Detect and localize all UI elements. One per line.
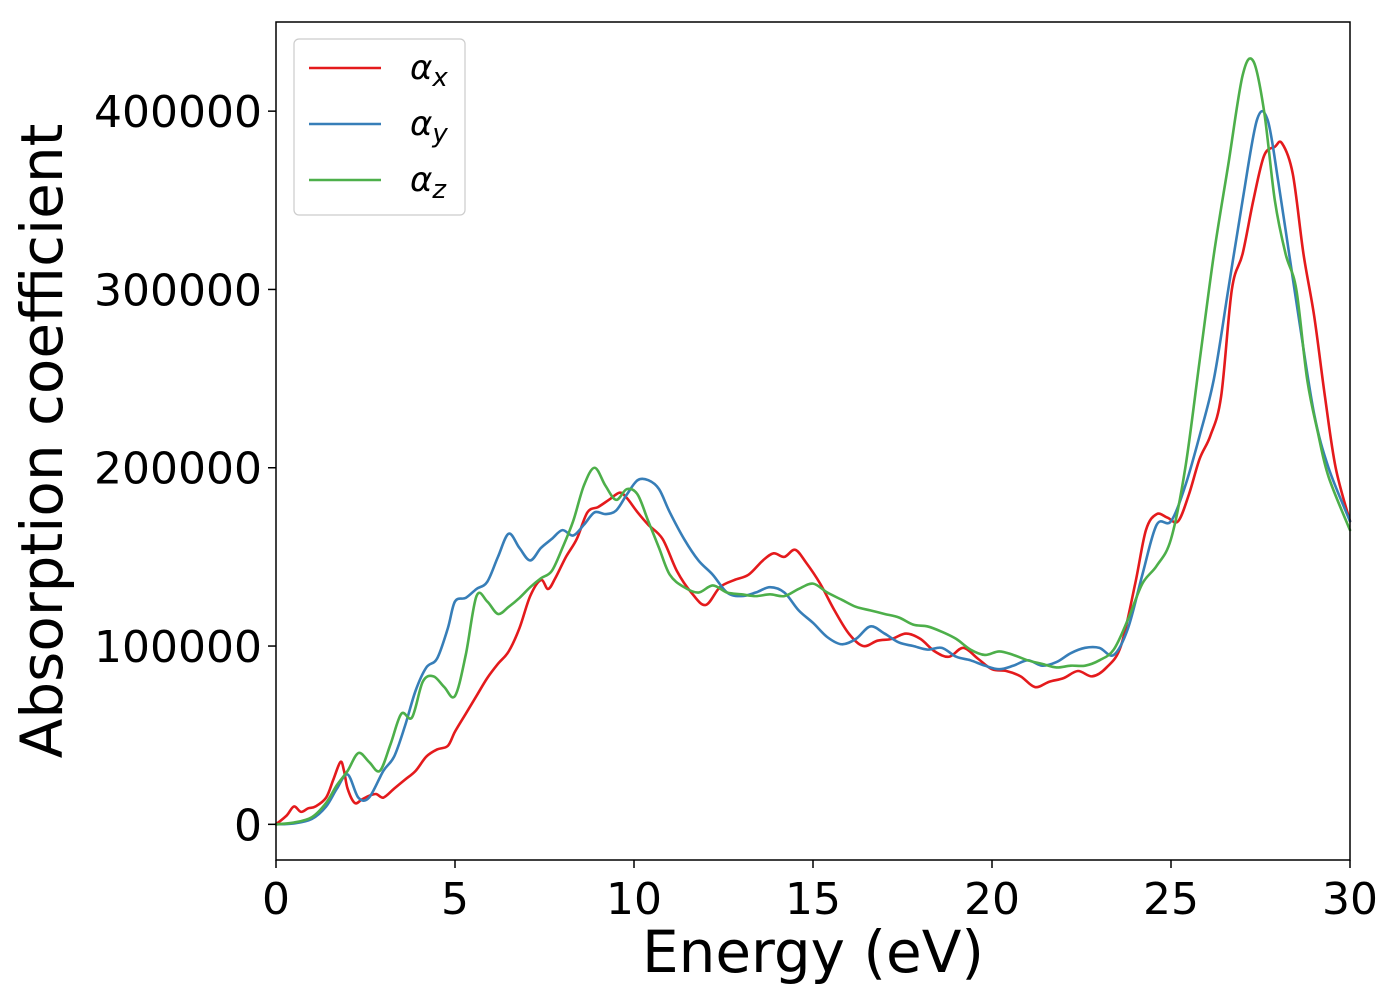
series-line-x — [274, 140, 1352, 826]
y-tick-label: 300000 — [94, 265, 262, 316]
x-tick-label: 0 — [262, 874, 290, 925]
legend: αx αy αz — [293, 38, 466, 216]
legend-label-z: αz — [410, 160, 447, 205]
x-axis-title: Energy (eV) — [642, 918, 984, 986]
x-tick-label: 5 — [441, 874, 469, 925]
y-tick-label: 100000 — [94, 622, 262, 673]
y-tick-label: 0 — [234, 800, 262, 851]
x-tick-label: 15 — [785, 874, 841, 925]
series-lines — [274, 57, 1352, 826]
y-axis: 0 100000 200000 300000 400000 — [94, 87, 276, 851]
y-tick-label: 200000 — [94, 444, 262, 495]
legend-box — [293, 38, 466, 216]
series-line-z — [274, 57, 1352, 826]
y-tick-label: 400000 — [94, 87, 262, 138]
y-axis-title: Absorption coefficient — [8, 124, 76, 759]
x-tick-label: 20 — [964, 874, 1020, 925]
series-line-y — [274, 109, 1352, 826]
legend-label-y: αy — [410, 104, 448, 149]
x-tick-label: 10 — [606, 874, 662, 925]
legend-label-x: αx — [410, 48, 448, 93]
x-axis: 0 5 10 15 20 25 30 — [262, 860, 1378, 925]
x-tick-label: 25 — [1143, 874, 1199, 925]
x-tick-label: 30 — [1322, 874, 1378, 925]
